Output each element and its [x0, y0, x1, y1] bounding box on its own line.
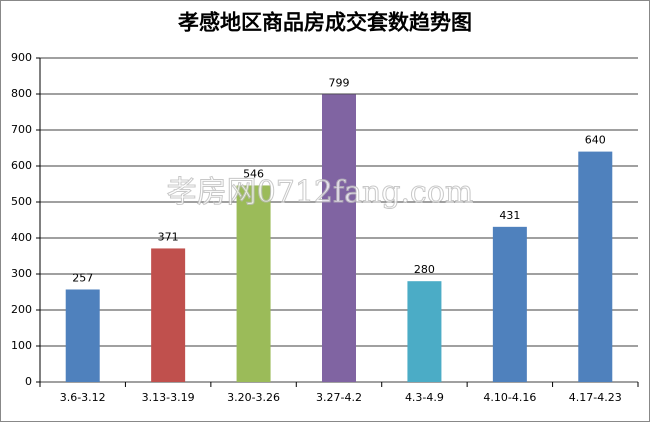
y-tick-label: 100 [11, 339, 32, 352]
x-tick-label: 3.20-3.26 [227, 391, 280, 404]
watermark: 孝房网0712fang.com [167, 175, 474, 210]
value-label: 640 [585, 134, 606, 147]
y-tick-label: 0 [25, 375, 32, 388]
bar [578, 151, 613, 382]
value-label: 799 [329, 76, 350, 89]
chart-title: 孝感地区商品房成交套数趋势图 [178, 10, 472, 35]
bar [492, 226, 527, 382]
value-label: 257 [72, 271, 93, 284]
bar [236, 185, 271, 382]
value-label: 431 [499, 209, 520, 222]
bar [151, 248, 186, 382]
x-tick-label: 4.10-4.16 [483, 391, 536, 404]
y-tick-label: 800 [11, 87, 32, 100]
y-tick-label: 700 [11, 123, 32, 136]
x-tick-label: 3.6-3.12 [60, 391, 106, 404]
value-label: 546 [243, 167, 264, 180]
y-tick-label: 300 [11, 267, 32, 280]
value-label: 371 [158, 230, 179, 243]
y-tick-label: 600 [11, 159, 32, 172]
x-tick-label: 3.13-3.19 [142, 391, 195, 404]
y-tick-label: 900 [11, 51, 32, 64]
y-tick-label: 400 [11, 231, 32, 244]
x-tick-label: 4.3-4.9 [405, 391, 444, 404]
y-tick-label: 500 [11, 195, 32, 208]
bar [65, 289, 100, 382]
x-tick-label: 3.27-4.2 [316, 391, 362, 404]
x-tick-label: 4.17-4.23 [569, 391, 622, 404]
bar [407, 281, 442, 382]
y-tick-label: 200 [11, 303, 32, 316]
bar [322, 94, 356, 383]
value-label: 280 [414, 263, 435, 276]
